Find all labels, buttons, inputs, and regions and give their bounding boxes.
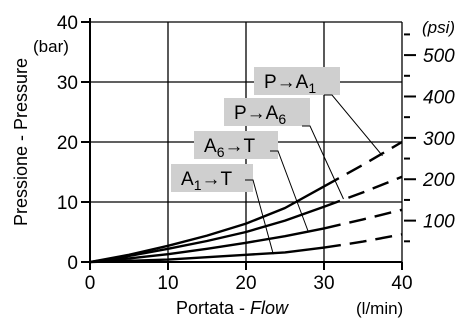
series-label-main: A bbox=[204, 136, 217, 157]
series-label: A6→T bbox=[204, 136, 255, 160]
x-tick-label: 10 bbox=[157, 273, 178, 294]
y2-unit-label: (psi) bbox=[422, 18, 455, 37]
x-axis-title-main: Portata - bbox=[176, 298, 250, 318]
series-label-main: P→A bbox=[264, 72, 309, 93]
series-label-main: P→A bbox=[234, 103, 279, 124]
series-label-sub: 6 bbox=[217, 144, 225, 160]
series-label-tail: →T bbox=[201, 169, 232, 190]
series-line-dashed bbox=[324, 234, 402, 247]
x-tick-label: 20 bbox=[235, 273, 256, 294]
y-axis-title: Pressione - Pressure bbox=[11, 58, 31, 226]
series-label-main: A bbox=[181, 169, 194, 190]
series-label-sub: 1 bbox=[194, 177, 202, 193]
series-label-sub: 6 bbox=[278, 111, 286, 127]
series-label-tail: →T bbox=[224, 136, 255, 157]
x-axis-title-italic: Flow bbox=[250, 298, 289, 318]
series-label-sub: 1 bbox=[308, 80, 316, 96]
y-tick-label: 40 bbox=[57, 13, 78, 34]
y2-tick-label: 500 bbox=[423, 46, 455, 67]
y2-tick-label: 400 bbox=[423, 87, 455, 108]
x-tick-label: 40 bbox=[391, 273, 412, 294]
y2-tick-label: 200 bbox=[422, 170, 455, 191]
series-line-solid bbox=[90, 186, 324, 262]
x-tick-label: 0 bbox=[85, 273, 96, 294]
series-line-dashed bbox=[324, 210, 402, 229]
series-label: A1→T bbox=[181, 169, 232, 193]
x-axis-title: Portata - Flow bbox=[176, 298, 289, 318]
y-unit-label: (bar) bbox=[33, 37, 69, 56]
x-unit-label: (l/min) bbox=[356, 299, 403, 318]
y-tick-label: 20 bbox=[57, 133, 78, 154]
y-tick-label: 30 bbox=[57, 73, 78, 94]
y-tick-label: 10 bbox=[57, 193, 78, 214]
series-line-dashed bbox=[324, 142, 402, 186]
y2-tick-label: 300 bbox=[423, 129, 455, 150]
y-tick-label: 0 bbox=[67, 253, 78, 274]
series-label-leader bbox=[324, 95, 383, 156]
x-tick-label: 30 bbox=[313, 273, 334, 294]
y2-tick-label: 100 bbox=[423, 212, 455, 233]
